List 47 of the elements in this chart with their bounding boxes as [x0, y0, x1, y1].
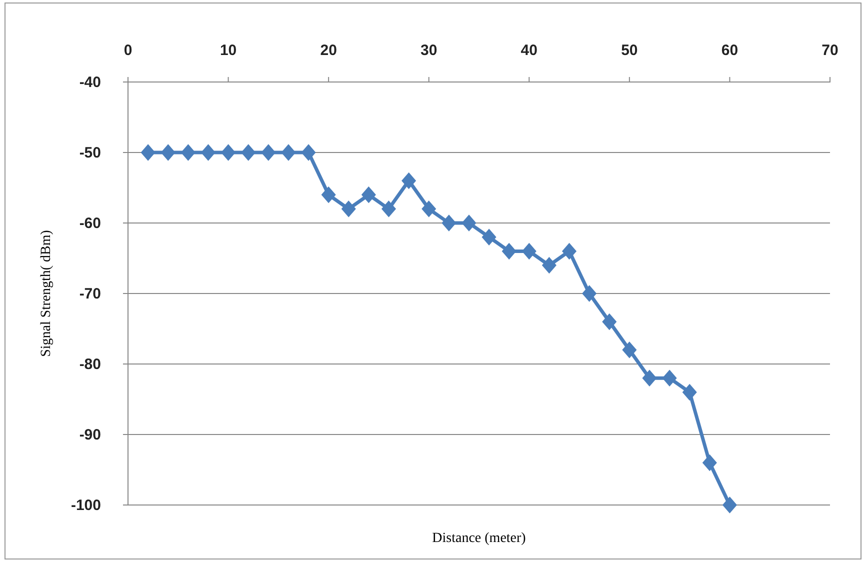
point — [140, 144, 156, 161]
y-tick-label: -40 — [79, 74, 101, 91]
point — [221, 144, 236, 161]
x-tick-label: 20 — [320, 42, 337, 59]
x-tick-label: 70 — [822, 42, 838, 59]
point — [522, 243, 536, 260]
y-tick-label: -70 — [79, 285, 101, 302]
x-tick-label: 40 — [520, 42, 538, 59]
point — [622, 342, 637, 358]
point — [261, 144, 276, 161]
point — [382, 200, 396, 217]
y-tick-label: -100 — [70, 496, 101, 514]
y-tick-label: -80 — [79, 356, 101, 373]
point — [281, 144, 296, 161]
point — [321, 186, 336, 203]
point — [482, 229, 496, 246]
point — [582, 285, 596, 302]
point — [642, 370, 657, 386]
point — [301, 144, 316, 161]
x-tick-label: 30 — [420, 42, 438, 59]
point — [562, 243, 576, 260]
point — [402, 172, 416, 189]
x-tick-label: 0 — [124, 42, 132, 59]
point — [462, 214, 476, 232]
point — [241, 144, 256, 161]
x-tick-label: 10 — [220, 42, 237, 59]
point — [602, 314, 616, 330]
x-tick-label: 60 — [721, 42, 738, 59]
point — [201, 144, 216, 161]
point — [702, 454, 717, 471]
point — [442, 214, 456, 232]
point — [662, 370, 677, 386]
point — [342, 200, 356, 217]
point — [362, 186, 376, 203]
y-tick-label: -50 — [79, 144, 101, 162]
y-axis-title: Signal Strength( dBm) — [39, 230, 54, 357]
y-tick-label: -90 — [79, 426, 101, 444]
point — [542, 257, 556, 274]
x-axis-title: Distance (meter) — [432, 531, 526, 546]
y-tick-label: -60 — [79, 214, 101, 232]
point — [722, 496, 737, 514]
point — [502, 243, 516, 260]
point — [181, 144, 196, 161]
x-tick-label: 50 — [621, 42, 638, 59]
point — [161, 144, 176, 161]
point — [422, 200, 436, 217]
point — [682, 384, 697, 400]
